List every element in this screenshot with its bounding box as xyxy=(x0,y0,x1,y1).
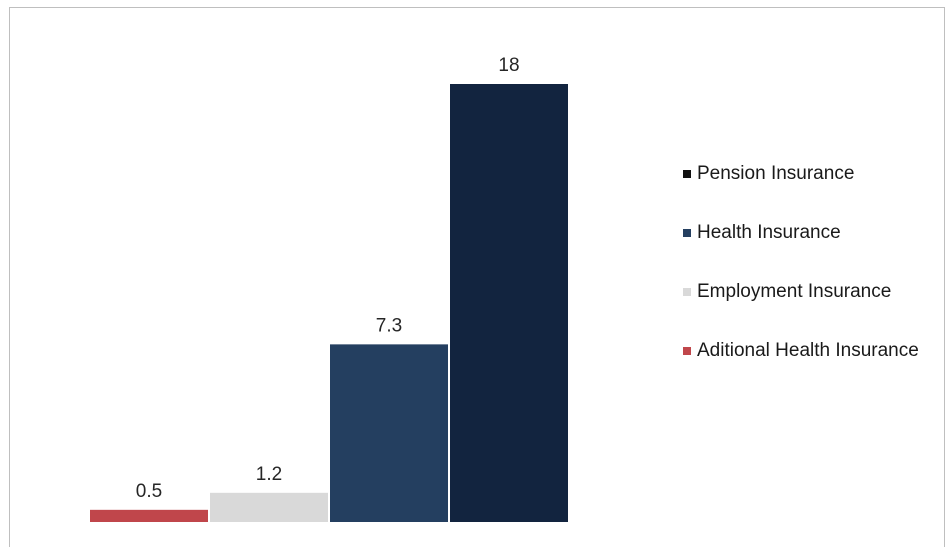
legend-swatch-employment xyxy=(683,288,691,296)
bar-employment-insurance xyxy=(210,492,328,522)
legend-label-health: Health Insurance xyxy=(697,222,841,243)
data-label-health-insurance: 7.3 xyxy=(376,315,402,336)
bars-group xyxy=(90,84,568,522)
legend-item-employment-insurance: Employment Insurance xyxy=(683,281,945,303)
data-labels-group: 0.5 1.2 7.3 18 xyxy=(136,55,520,502)
legend-swatch-aditional-health xyxy=(683,347,691,355)
legend-label-employment: Employment Insurance xyxy=(697,281,892,302)
legend-label-aditional-health: Aditional Health Insurance xyxy=(697,340,919,361)
data-label-pension-insurance: 18 xyxy=(498,55,519,76)
bar-aditional-health-insurance xyxy=(90,509,208,522)
chart-frame xyxy=(9,7,945,547)
legend: Pension Insurance Health Insurance Emplo… xyxy=(683,163,945,399)
bar-pension-insurance xyxy=(450,84,568,522)
data-label-aditional-health-insurance: 0.5 xyxy=(136,481,162,502)
data-label-employment-insurance: 1.2 xyxy=(256,464,282,485)
bar-health-insurance xyxy=(330,344,448,522)
legend-label-pension: Pension Insurance xyxy=(697,163,855,184)
legend-item-pension-insurance: Pension Insurance xyxy=(683,163,945,185)
legend-swatch-pension xyxy=(683,170,691,178)
legend-item-health-insurance: Health Insurance xyxy=(683,222,945,244)
legend-item-aditional-health-insurance: Aditional Health Insurance xyxy=(683,340,945,362)
legend-swatch-health xyxy=(683,229,691,237)
